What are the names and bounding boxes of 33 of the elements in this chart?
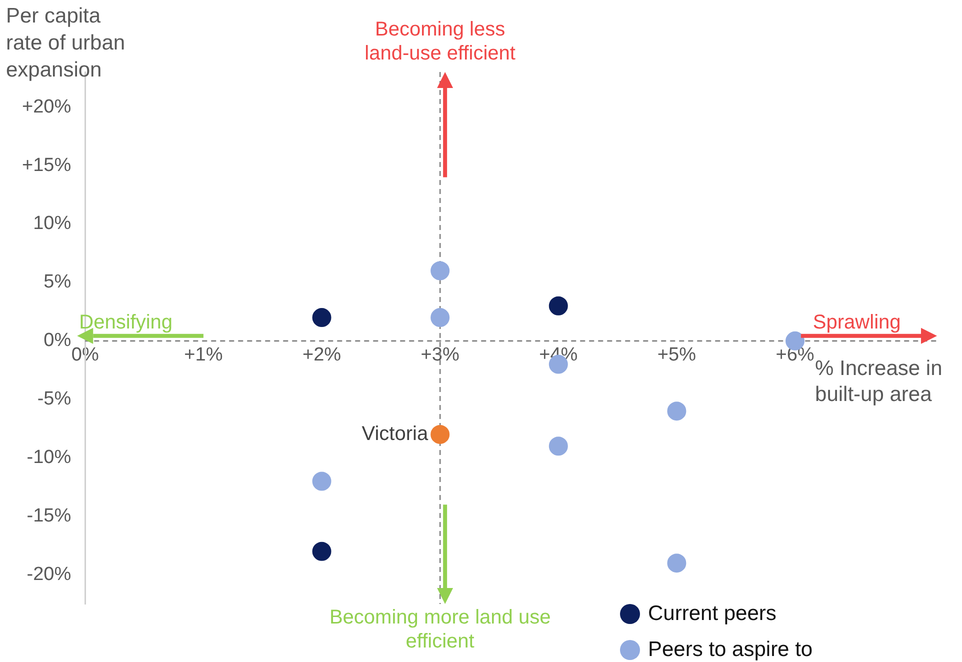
point: [430, 424, 450, 444]
point: [430, 261, 450, 280]
x-tick-label: +1%: [184, 344, 223, 366]
y-tick-label: -15%: [26, 506, 72, 527]
y-tick-label: -5%: [37, 388, 72, 410]
y-tick-label: 5%: [44, 272, 72, 293]
series-label: Victoria: [362, 422, 429, 445]
y-tick-label: -20%: [26, 564, 72, 586]
point: [312, 308, 332, 328]
annotation: Sprawling: [812, 311, 901, 334]
point: [312, 542, 332, 561]
point: [667, 402, 686, 421]
point: [667, 554, 686, 573]
y-axis-title: Per capita rate of urban expansion: [6, 4, 126, 82]
annotation: Densifying: [79, 311, 173, 334]
legend-label: Peers to aspire to: [648, 638, 813, 662]
y-tick-label: +20%: [22, 96, 72, 118]
text: Becoming more land use efficient: [329, 606, 551, 653]
x-axis-title: % Increase in built-up area: [815, 357, 942, 406]
y-tick-label: 10%: [33, 213, 72, 234]
x-tick-label: +3%: [420, 344, 460, 366]
x-tick-label: 0%: [71, 344, 99, 366]
point: [548, 436, 568, 456]
point: [548, 296, 568, 316]
x-tick-label: +5%: [657, 344, 696, 366]
x-tick-label: +2%: [302, 344, 342, 366]
y-tick-label: +15%: [22, 154, 72, 176]
point: [430, 308, 450, 328]
point: [312, 472, 332, 491]
legend-label: Current peers: [648, 602, 776, 626]
text: Becoming less land-use efficient: [364, 18, 516, 65]
y-tick-label: 0%: [44, 330, 72, 352]
y-tick-label: -10%: [26, 447, 72, 468]
